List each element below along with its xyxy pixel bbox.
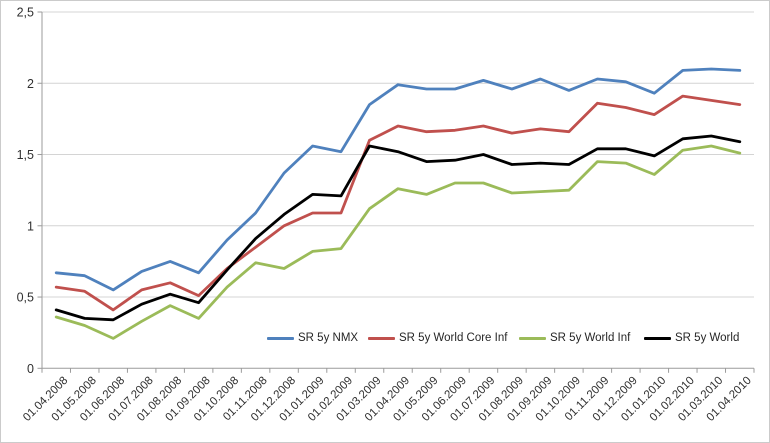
line-sr-5y-nmx <box>54 67 742 292</box>
y-axis-label: 1 <box>27 219 34 233</box>
y-axis-label: 1,5 <box>17 148 34 162</box>
y-axis-label: 0 <box>27 362 34 376</box>
line-sr-5y-world <box>54 134 742 322</box>
line-sr-5y-world-core-inf <box>54 94 742 312</box>
y-axis-label: 2,5 <box>17 6 34 20</box>
y-axis-label: 2 <box>27 77 34 91</box>
y-axis-label: 0,5 <box>17 291 34 305</box>
line-sr-5y-world-inf <box>54 144 742 340</box>
